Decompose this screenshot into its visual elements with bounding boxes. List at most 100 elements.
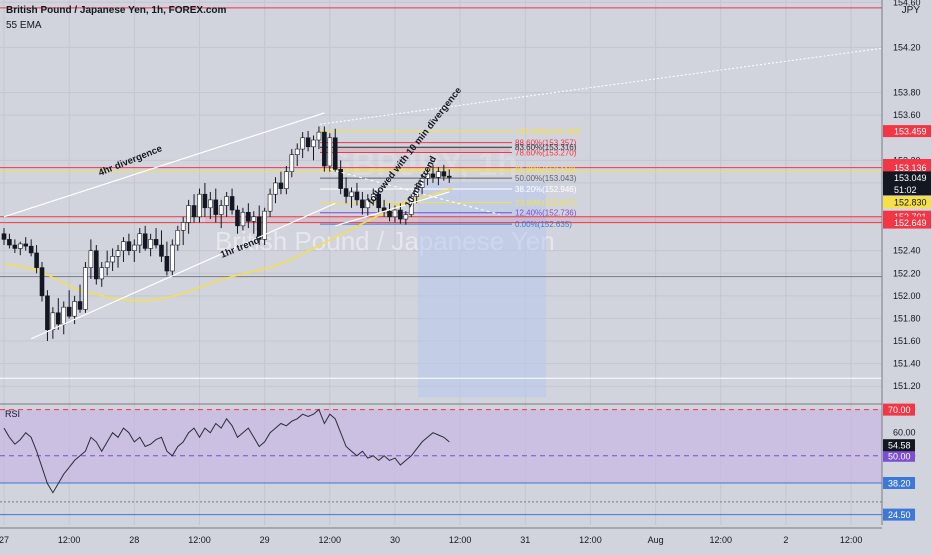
- fib-level-label: 100.00%(153.460): [515, 127, 581, 136]
- time-tick-label: 12:00: [840, 535, 863, 545]
- candle: [436, 167, 441, 186]
- ema-legend[interactable]: 55 EMA: [6, 20, 42, 31]
- price-tick-label: 152.00: [893, 291, 921, 301]
- candle-body: [332, 137, 338, 170]
- symbol-title[interactable]: British Pound / Japanese Yen, 1h, FOREX.…: [6, 5, 227, 16]
- candle: [387, 203, 392, 222]
- candle: [137, 228, 143, 253]
- price-label-text: 153.459: [894, 127, 927, 137]
- candle-body: [23, 243, 29, 247]
- candle-body: [338, 169, 343, 189]
- time-tick-label: 29: [260, 535, 270, 545]
- candle-body: [370, 193, 376, 201]
- price-label-tag: 51:02: [883, 183, 931, 196]
- currency-label: JPY: [901, 5, 920, 16]
- candle: [17, 241, 23, 256]
- candle-body: [300, 137, 305, 150]
- fib-level-label: 50.00%(153.043): [515, 174, 577, 183]
- rsi-line: [3, 408, 450, 494]
- price-tick-label: 153.60: [893, 110, 921, 120]
- candle: [191, 194, 197, 223]
- candle-body: [61, 306, 67, 325]
- price-tick-label: 151.40: [893, 359, 921, 369]
- rsi-level-tag: 70.00: [883, 403, 915, 416]
- candle-body: [267, 193, 273, 212]
- candle-body: [425, 173, 430, 179]
- candle: [430, 164, 436, 183]
- price-tick-label: 152.20: [893, 268, 921, 278]
- rsi-tick-label: 60.00: [893, 428, 916, 438]
- candle: [316, 126, 322, 150]
- time-tick-label: 12:00: [449, 535, 472, 545]
- candle-body: [55, 312, 61, 325]
- horizontal-lines-layer: [0, 7, 931, 379]
- candle-body: [398, 209, 403, 220]
- candle-body: [28, 245, 34, 254]
- price-label-tag: 152.830: [883, 196, 931, 209]
- price-axis[interactable]: 154.60154.20153.80153.60153.20153.00152.…: [881, 0, 932, 550]
- candle-body: [240, 211, 246, 227]
- candle: [88, 239, 94, 279]
- candle-body: [17, 243, 23, 249]
- candle: [408, 194, 414, 217]
- candle-body: [251, 216, 257, 222]
- dotted-trend-line: [319, 41, 931, 125]
- candle: [305, 130, 311, 152]
- candle: [365, 194, 371, 217]
- candle-body: [115, 250, 121, 257]
- candle: [327, 133, 333, 172]
- fib-level-label: 61.80%(153.118): [515, 166, 576, 175]
- candle-body: [88, 250, 94, 268]
- candle: [110, 248, 115, 272]
- ema-line: [3, 187, 453, 302]
- rsi-level-tag: 38.20: [883, 477, 915, 489]
- candle-body: [66, 306, 72, 317]
- candle: [164, 241, 170, 276]
- price-label-text: 153.049: [894, 173, 927, 183]
- candle-body: [436, 171, 441, 178]
- candle: [262, 207, 267, 246]
- time-axis[interactable]: 27 12:00 28 12:00 29 12:00 30 12:00 31 12:00 Aug 12…: [0, 527, 882, 545]
- time-tick-label: 30: [390, 535, 400, 545]
- candle-body: [148, 239, 153, 249]
- trend-line: [3, 112, 325, 218]
- candle: [251, 211, 257, 234]
- fib-level-label: 78.60%(153.270): [515, 148, 577, 157]
- candle-body: [72, 301, 77, 317]
- time-tick-label: 12:00: [579, 535, 602, 545]
- rsi-tag-bg: [883, 449, 915, 462]
- candle-body: [83, 267, 88, 310]
- candle-body: [180, 222, 186, 231]
- candle-body: [39, 267, 45, 297]
- candle-body: [142, 233, 148, 249]
- candle-body: [430, 173, 436, 178]
- rsi-tag-bg: [883, 477, 915, 489]
- candle-body: [224, 196, 229, 206]
- candle-body: [246, 211, 251, 222]
- rsi-current-text: 54.58: [888, 441, 911, 451]
- candle-body: [186, 205, 191, 223]
- candle-body: [170, 244, 175, 272]
- candle-body: [208, 199, 213, 209]
- candle-body: [121, 241, 126, 251]
- candle-body: [94, 250, 99, 280]
- candle-body: [354, 191, 360, 201]
- price-label-text: 152.649: [894, 218, 927, 228]
- candle: [99, 261, 105, 287]
- candle: [300, 132, 305, 159]
- candle: [83, 261, 88, 313]
- candle-body: [1, 233, 7, 240]
- candle-body: [104, 261, 110, 268]
- candle: [77, 284, 83, 313]
- candle: [7, 233, 12, 249]
- rsi-level-tag: 24.50: [883, 508, 915, 521]
- candle-body: [77, 301, 83, 310]
- candle: [1, 228, 7, 246]
- rsi-pane[interactable]: RSI: [0, 408, 882, 516]
- rsi-band: [0, 409, 882, 483]
- candle-body: [392, 209, 398, 218]
- candle: [273, 177, 278, 204]
